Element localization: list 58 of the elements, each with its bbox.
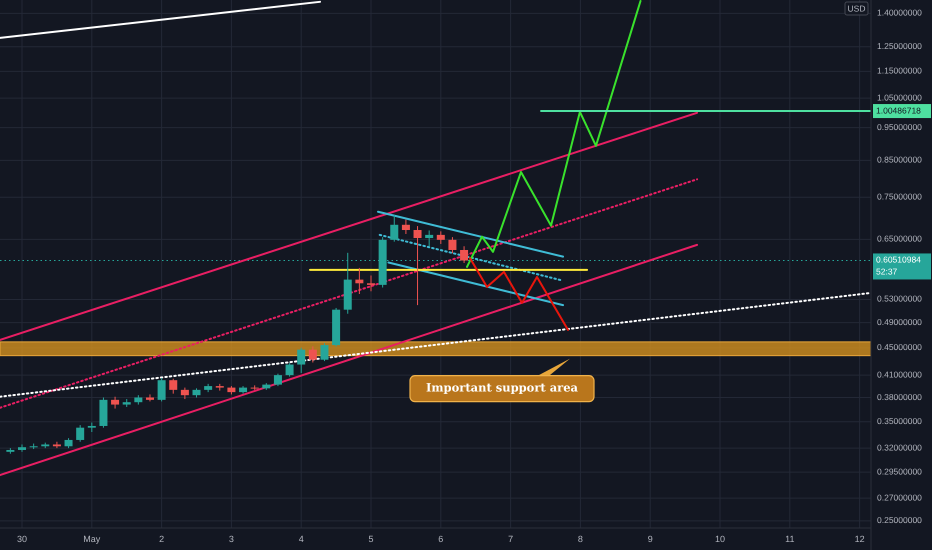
candlestick [169,378,178,394]
candlestick [460,246,468,264]
candlestick [64,438,73,449]
x-tick-label: 6 [438,534,444,544]
candlestick [111,396,120,410]
y-tick-label: 0.27000000 [877,492,922,502]
x-tick-label: 11 [785,534,794,544]
candlestick [414,226,422,306]
candlestick [180,387,189,400]
x-tick-label: 5 [368,534,374,544]
candlestick [192,388,201,398]
y-tick-label: 0.95000000 [877,122,922,132]
x-tick-label: 30 [17,534,28,544]
candlestick [355,267,364,294]
x-tick-label: 10 [715,534,726,544]
y-tick-label: 0.29500000 [877,466,922,476]
x-tick-label: May [83,534,101,544]
candlestick [297,347,306,374]
y-tick-label: 0.45000000 [877,342,922,352]
y-tick-label: 0.75000000 [877,191,922,202]
x-tick-label: 4 [298,534,304,544]
y-axis-title: USD [848,3,866,14]
x-tick-label: 8 [578,534,583,544]
y-tick-label: 1.25000000 [877,41,922,51]
candlestick [134,394,142,406]
y-tick-label: 0.38000000 [877,392,922,402]
candlestick [402,219,410,234]
y-tick-label: 0.25000000 [877,515,922,526]
candlestick [425,230,434,247]
candlestick [367,274,376,292]
candlestick [436,230,445,244]
y-tick-label: 0.32000000 [877,442,922,452]
y-tick-label: 1.40000000 [877,8,922,18]
y-tick-label: 0.41000000 [877,369,922,380]
candlestick [274,373,282,387]
candlestick [158,378,166,402]
ref-line-label: 0.60510984 [876,254,922,265]
x-tick-label: 3 [228,534,234,544]
x-tick-label: 7 [508,534,514,544]
y-tick-label: 1.05000000 [877,92,922,102]
candlestick [390,214,398,242]
band-label: Important support area [426,380,579,395]
y-tick-label: 0.85000000 [877,154,922,165]
candlestick [320,342,328,362]
candlestick [76,424,84,442]
x-tick-label: 9 [648,534,653,544]
y-tick-label: 0.49000000 [877,316,922,327]
x-tick-label: 2 [159,534,164,544]
candlestick [286,362,294,378]
candlestick [308,346,317,363]
annotation: 1.00486718 [876,105,922,116]
text: 52:37 [876,266,898,277]
candlestick [448,236,456,254]
x-tick-label: 12 [854,534,865,544]
y-tick-label: 0.53000000 [877,294,922,304]
y-tick-label: 1.15000000 [877,66,922,76]
y-tick-label: 0.35000000 [877,416,922,426]
y-tick-label: 0.65000000 [877,234,922,244]
